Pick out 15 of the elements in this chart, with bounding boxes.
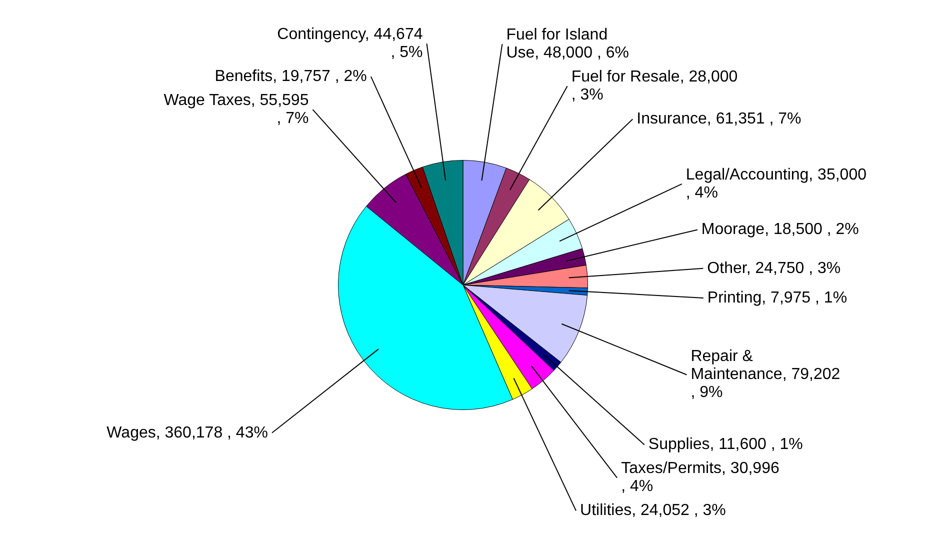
slice-label: Wage Taxes, 55,595 , 7%	[164, 92, 309, 127]
slice-label: Taxes/Permits, 30,996 , 4%	[621, 460, 780, 496]
slice-label: Moorage, 18,500 , 2%	[701, 221, 859, 238]
slice-label: Fuel for Resale, 28,000 , 3%	[571, 68, 738, 104]
slice-label: Repair & Maintenance, 79,202 , 9%	[690, 348, 840, 402]
slice-label: Legal/Accounting, 35,000 , 4%	[686, 166, 867, 202]
slice-label: Utilities, 24,052 , 3%	[580, 502, 726, 520]
slice-label: Printing, 7,975 , 1%	[707, 289, 848, 306]
slice-label: Supplies, 11,600 , 1%	[648, 436, 803, 454]
slice-label: Fuel for Island Use, 48,000 , 6%	[506, 26, 629, 62]
slice-label: Contingency, 44,674 , 5%	[277, 26, 423, 61]
slice-label: Insurance, 61,351 , 7%	[636, 110, 802, 128]
slice-label: Other, 24,750 , 3%	[707, 260, 841, 277]
slice-label: Wages, 360,178 , 43%	[106, 424, 268, 442]
slice-label: Benefits, 19,757 , 2%	[214, 68, 367, 85]
